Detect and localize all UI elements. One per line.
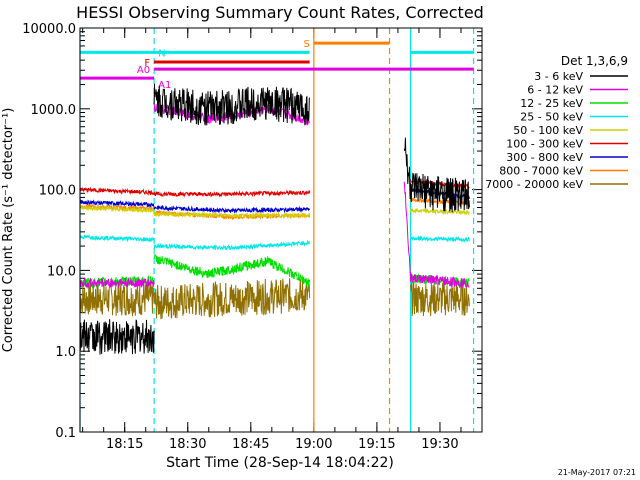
legend-entry-label: 100 - 300 keV: [506, 138, 583, 151]
series-line-6-12-kev: [79, 276, 155, 289]
series-line-7000-20000-kev: [410, 280, 470, 317]
series-line-100-300-kev: [153, 189, 311, 198]
series-line-800-7000-kev: [410, 196, 470, 207]
series-line-100-300-kev: [79, 186, 155, 196]
legend-entry-label: 3 - 6 keV: [534, 70, 583, 83]
legend-entry-label: 300 - 800 keV: [506, 151, 583, 164]
series-line-300-800-kev: [79, 198, 155, 208]
legend-entry-label: 800 - 7000 keV: [499, 165, 583, 178]
y-tick-label: 10.0: [47, 264, 76, 279]
plot-frame: [79, 27, 483, 433]
flag-label-a0: A0: [137, 65, 150, 76]
series-line-12-25-kev: [79, 275, 155, 290]
y-axis-label: Corrected Count Rate (s⁻¹ detector⁻¹): [1, 108, 16, 353]
series-line-7000-20000-kev: [153, 278, 311, 320]
x-axis-label: Start Time (28-Sep-14 18:04:22): [166, 455, 394, 471]
legend-entry-label: 25 - 50 keV: [520, 111, 583, 124]
x-tick-label: 19:15: [358, 437, 395, 452]
y-tick-label: 1.0: [55, 345, 76, 360]
y-tick-label: 100.0: [39, 184, 76, 199]
series-line-25-50-kev: [410, 235, 470, 243]
y-tick-label: 0.1: [55, 426, 76, 441]
series-line-3-6-kev: [153, 83, 311, 126]
plot-area: 0.1 1.0 10.0 100.0 1000.0 10000.0 18:15 18:30 18…: [22, 22, 483, 452]
legend-entry-label: 7000 - 20000 keV: [485, 178, 583, 191]
x-tick-label: 19:00: [295, 437, 332, 452]
x-tick-label: 18:15: [106, 437, 143, 452]
footer-date: 21-May-2017 07:21: [558, 468, 636, 477]
x-tick-label: 18:30: [169, 437, 206, 452]
y-tick-label: 10000.0: [22, 22, 76, 37]
x-tick-label: 18:45: [232, 437, 269, 452]
series-line-50-100-kev: [410, 207, 470, 216]
series-line-6-12-kev: [403, 181, 470, 288]
x-tick-label: 19:30: [421, 437, 458, 452]
legend-entry-label: 50 - 100 keV: [513, 124, 583, 137]
series-line-3-6-kev: [403, 137, 470, 213]
legend-title: Det 1,3,6,9: [561, 54, 628, 68]
series-line-7000-20000-kev: [79, 280, 155, 317]
series-line-12-25-kev: [153, 253, 311, 287]
legend-entry-label: 6 - 12 keV: [527, 84, 583, 97]
series-line-25-50-kev: [153, 239, 311, 251]
series-line-50-100-kev: [79, 204, 155, 215]
series-line-3-6-kev: [79, 319, 155, 355]
series-line-50-100-kev: [153, 210, 311, 219]
y-tick-label: 1000.0: [31, 103, 77, 118]
series-line-300-800-kev: [153, 204, 311, 214]
flag-label-s: S: [303, 39, 309, 50]
legend-entry-label: 12 - 25 keV: [520, 97, 583, 110]
chart-title: HESSI Observing Summary Count Rates, Cor…: [76, 3, 484, 22]
flag-label-a1: A1: [158, 80, 171, 91]
flag-label-f: F: [144, 58, 150, 69]
series-line-25-50-kev: [79, 234, 155, 243]
